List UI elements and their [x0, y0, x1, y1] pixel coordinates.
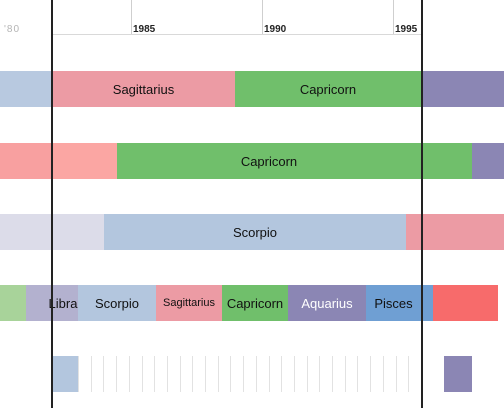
- bar-label: Scorpio: [94, 295, 140, 311]
- track-cell: [217, 356, 231, 392]
- row4-scorpio-bar[interactable]: Scorpio: [78, 285, 156, 321]
- track-cell: [103, 356, 117, 392]
- year-tick-1990: [262, 0, 263, 35]
- track-cell: [255, 356, 269, 392]
- row2-right-stub[interactable]: [472, 143, 504, 179]
- track-cell: [128, 356, 142, 392]
- bar-label: Capricorn: [240, 153, 298, 169]
- row1-sagittarius-bar[interactable]: Sagittarius: [52, 71, 235, 107]
- year-label-1990: 1990: [264, 24, 287, 35]
- row2-left-stub[interactable]: [0, 143, 52, 179]
- viewport-right-edge: [421, 0, 423, 408]
- row3-left-stub[interactable]: [0, 214, 52, 250]
- bar-label: Sagittarius: [112, 81, 175, 97]
- viewport-left-edge: [51, 0, 53, 408]
- row5-empty-track: [52, 356, 421, 392]
- bar-label: Libra: [48, 295, 78, 311]
- row2-sagittarius-tail[interactable]: [52, 143, 117, 179]
- track-cell: [243, 356, 256, 392]
- row4-pisces-bar[interactable]: Pisces: [366, 285, 421, 321]
- track-cell: [230, 356, 244, 392]
- bar-label: Capricorn: [299, 81, 357, 97]
- track-cell: [344, 356, 358, 392]
- row1-left-stub[interactable]: [0, 71, 52, 107]
- offscreen-year-label: '80: [4, 24, 21, 35]
- track-cell: [166, 356, 180, 392]
- track-cell: [370, 356, 383, 392]
- track-cell: [319, 356, 333, 392]
- row1-capricorn-bar[interactable]: Capricorn: [235, 71, 421, 107]
- track-cell: [78, 356, 91, 392]
- track-cell: [395, 356, 409, 392]
- bar-label: Aquarius: [301, 295, 353, 311]
- track-cell: [141, 356, 155, 392]
- row4-aquarius-bar[interactable]: Aquarius: [288, 285, 366, 321]
- row4-capricorn-bar[interactable]: Capricorn: [222, 285, 288, 321]
- track-cell: [116, 356, 129, 392]
- row2-capricorn-overflow[interactable]: [423, 143, 472, 179]
- track-cell: [268, 356, 282, 392]
- year-label-1985: 1985: [133, 24, 156, 35]
- track-cell: [90, 356, 104, 392]
- row4-sagittarius-bar[interactable]: Sagittarius: [156, 285, 222, 321]
- row3-right-stub[interactable]: [423, 214, 504, 250]
- bar-label: Capricorn: [226, 295, 284, 311]
- bar-label: Pisces: [374, 295, 413, 311]
- row5-right-stub[interactable]: [444, 356, 472, 392]
- year-tick-1985: [131, 0, 132, 35]
- row4-aries-stub[interactable]: [433, 285, 498, 321]
- track-cell: [293, 356, 307, 392]
- row3-libra-tail[interactable]: [52, 214, 104, 250]
- track-cell: [281, 356, 294, 392]
- track-cell: [205, 356, 218, 392]
- track-cell: [357, 356, 371, 392]
- axis-baseline: [52, 34, 422, 35]
- track-cell: [154, 356, 167, 392]
- track-cell: [332, 356, 345, 392]
- row5-scorpio-stub[interactable]: [52, 356, 78, 392]
- row1-right-stub[interactable]: [423, 71, 504, 107]
- row4-pisces-overflow[interactable]: [423, 285, 433, 321]
- bar-label: Scorpio: [232, 224, 278, 240]
- row3-sagittarius-head[interactable]: [406, 214, 421, 250]
- row2-capricorn-bar[interactable]: Capricorn: [117, 143, 421, 179]
- bar-label: Sagittarius: [163, 297, 215, 309]
- year-tick-1995: [393, 0, 394, 35]
- track-cell: [408, 356, 421, 392]
- row4-virgo-stub[interactable]: [0, 285, 26, 321]
- year-label-1995: 1995: [395, 24, 418, 35]
- track-cell: [382, 356, 396, 392]
- track-cell: [306, 356, 320, 392]
- row3-scorpio-bar[interactable]: Scorpio: [104, 214, 406, 250]
- track-cell: [192, 356, 206, 392]
- track-cell: [179, 356, 193, 392]
